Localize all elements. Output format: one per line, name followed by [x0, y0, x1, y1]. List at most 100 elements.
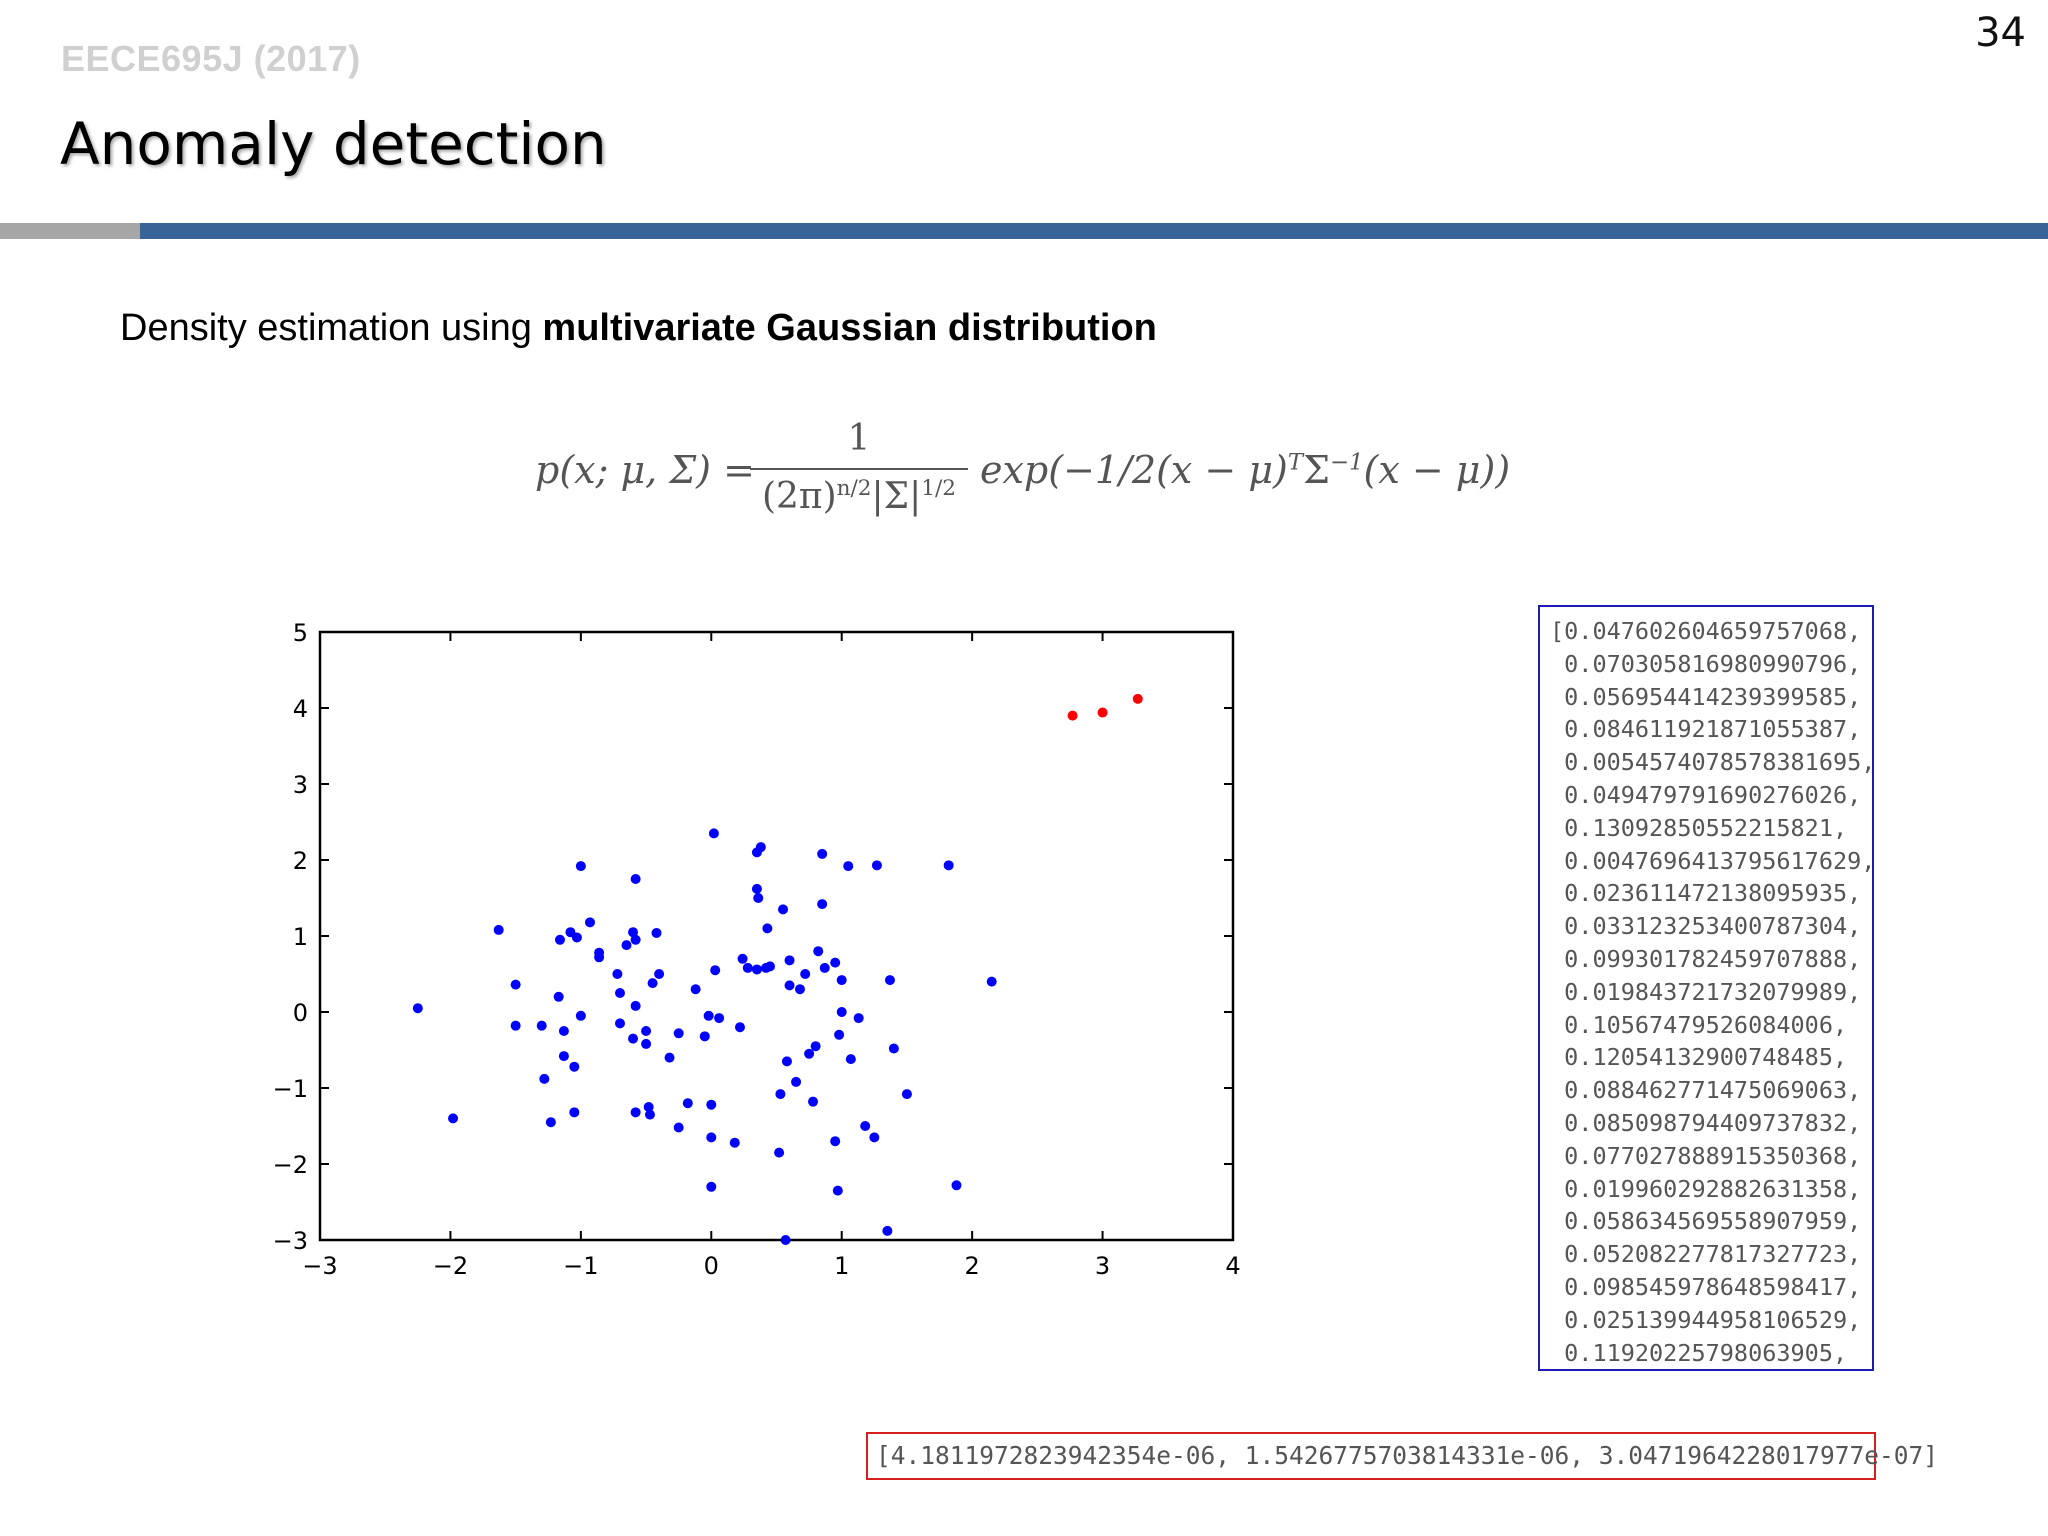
probability-row: 0.049479791690276026,	[1550, 780, 1862, 809]
probability-row: 0.099301782459707888,	[1550, 944, 1862, 973]
data-point	[755, 842, 766, 853]
formula-fraction: 1 (2π)n/2|Σ|1/2	[750, 418, 968, 517]
probability-row: 0.052082277817327723,	[1550, 1240, 1862, 1269]
data-point	[673, 1122, 684, 1133]
data-point	[690, 984, 701, 995]
data-point	[810, 1041, 821, 1052]
data-point	[951, 1180, 962, 1191]
y-tick-label: −1	[273, 1075, 308, 1103]
formula-denominator: (2π)n/2|Σ|1/2	[750, 476, 968, 517]
anomaly-probabilities-box: [4.1811972823942354e-06, 1.5426775703814…	[866, 1432, 1938, 1480]
y-tick-label: 3	[293, 771, 308, 799]
data-point	[448, 1113, 459, 1124]
data-point	[664, 1052, 675, 1063]
y-tick-label: 2	[293, 847, 308, 875]
formula-lhs: p(x; μ, Σ) =	[535, 448, 755, 492]
data-point	[569, 1061, 580, 1072]
data-point	[569, 1107, 580, 1118]
data-point	[651, 927, 662, 938]
data-point	[706, 1099, 717, 1110]
data-point	[641, 1026, 652, 1036]
data-point	[813, 946, 824, 957]
data-point	[804, 1048, 815, 1059]
data-point	[628, 927, 639, 938]
rhs-sigma: Σ	[1303, 448, 1330, 492]
probability-row: 0.070305816980990796,	[1550, 649, 1862, 678]
data-point	[781, 1056, 792, 1067]
data-point	[764, 961, 775, 972]
data-point	[647, 978, 658, 989]
data-point	[553, 991, 564, 1002]
probability-row: 0.033123253400787304,	[1550, 912, 1862, 941]
data-point	[703, 1010, 714, 1021]
axis-ticks: −3 −2 −1 0 1 2 3 4 5 4 3 2 1 0 −1 −2 −3	[273, 619, 1241, 1280]
data-point	[830, 1136, 841, 1147]
x-tick-label: −1	[563, 1252, 598, 1280]
x-tick-label: 4	[1225, 1252, 1240, 1280]
data-point	[853, 1013, 864, 1024]
probability-row: 0.10567479526084006,	[1550, 1010, 1848, 1039]
anomaly-point	[1067, 710, 1078, 721]
data-point	[843, 861, 854, 872]
data-point	[714, 1013, 725, 1024]
data-point	[778, 904, 789, 915]
probability-row: 0.019843721732079989,	[1550, 977, 1862, 1006]
x-tick-label: −3	[302, 1252, 337, 1280]
slide-subtitle: Density estimation using multivariate Ga…	[120, 307, 1157, 350]
data-point	[510, 979, 521, 990]
x-tick-label: −2	[433, 1252, 468, 1280]
data-point	[699, 1031, 710, 1042]
normal-probabilities-box: [0.047602604659757068, 0.070305816980990…	[1538, 605, 1876, 1371]
probability-row: 0.077027888915350368,	[1550, 1141, 1862, 1170]
data-point	[710, 965, 721, 976]
den-sigma-exp: 1/2	[921, 476, 957, 501]
rhs-tail: (x − μ))	[1363, 448, 1511, 492]
y-tick-label: −2	[273, 1151, 308, 1179]
data-point	[571, 932, 582, 943]
data-point	[871, 860, 882, 871]
data-point	[817, 848, 828, 859]
den-sigma: |Σ|	[871, 476, 922, 517]
title-underline-blue	[140, 223, 2048, 239]
probability-row: 0.056954414239399585,	[1550, 682, 1862, 711]
probability-row: 0.023611472138095935,	[1550, 879, 1862, 908]
formula-rhs: exp(−1/2(x − μ)TΣ−1(x − μ))	[980, 448, 1510, 492]
data-point	[800, 969, 811, 979]
data-point	[554, 934, 565, 945]
data-point	[742, 962, 753, 973]
data-point	[882, 1225, 893, 1236]
probability-row: [0.047602604659757068,	[1550, 617, 1862, 645]
rhs-inverse: −1	[1329, 449, 1364, 476]
data-point	[614, 1018, 625, 1029]
data-point	[775, 1089, 786, 1100]
data-point	[884, 975, 895, 986]
x-tick-label: 2	[965, 1252, 980, 1280]
data-point	[575, 1010, 586, 1021]
data-point	[641, 1038, 652, 1049]
data-point	[784, 980, 795, 991]
fraction-line	[750, 468, 968, 470]
y-tick-label: −3	[273, 1227, 308, 1255]
data-point	[614, 988, 625, 998]
probability-row: 0.088462771475069063,	[1550, 1076, 1862, 1105]
data-point	[734, 1022, 745, 1033]
data-point	[791, 1076, 802, 1087]
anomaly-point	[1132, 693, 1143, 704]
x-tick-label: 0	[704, 1252, 719, 1280]
data-point	[644, 1109, 655, 1120]
data-point	[682, 1098, 693, 1109]
probability-row: 0.0047696413795617629,	[1550, 846, 1876, 875]
rhs-transpose: T	[1287, 449, 1304, 476]
probability-row: 0.019960292882631358,	[1550, 1174, 1862, 1203]
data-point	[808, 1096, 819, 1107]
data-point	[584, 917, 595, 928]
data-point	[780, 1235, 791, 1245]
title-underline-gray	[0, 223, 140, 239]
data-point	[643, 1102, 654, 1112]
anomaly-point	[1097, 707, 1108, 718]
rhs-exp: exp(−1/2(x − μ)	[980, 448, 1288, 492]
data-point	[819, 962, 830, 973]
data-point	[594, 952, 605, 963]
data-point	[510, 1020, 521, 1031]
data-point	[493, 924, 504, 935]
